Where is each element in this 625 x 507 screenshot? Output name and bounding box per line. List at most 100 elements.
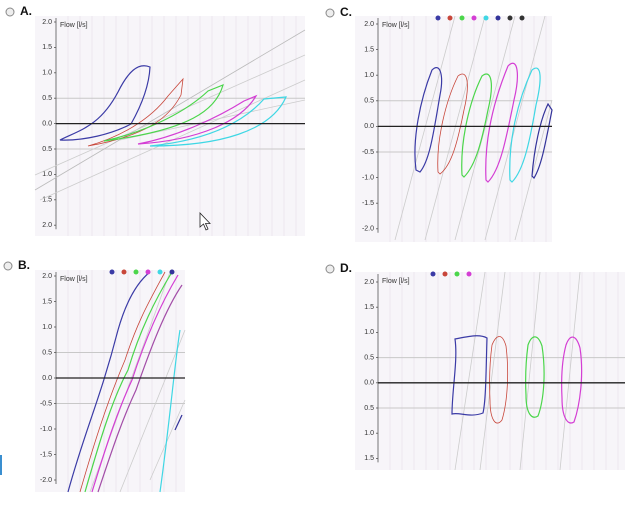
legend-dot [459,15,465,21]
predicted-line [559,271,581,471]
predicted-line [519,271,541,471]
y-tick-label: -1.5 [40,451,52,458]
y-tick-label: 1.0 [42,171,52,178]
legend-dot [507,15,513,21]
legend-dot [109,269,115,275]
legend-dot [145,269,151,275]
predicted-line [34,54,306,176]
flow-volume-loop [531,102,553,179]
flow-volume-loop [84,271,173,493]
legend-dot [121,269,127,275]
axis-label: Flow [l/s] [382,278,410,285]
predicted-line [514,99,553,241]
option-letter: A. [20,4,32,18]
legend-dot [454,271,460,277]
legend-dot [133,269,139,275]
option-letter: C. [340,5,352,19]
flow-volume-loop [461,73,492,178]
flow-volume-loop [414,67,443,173]
radio-button[interactable] [325,8,335,18]
predicted-line [454,15,516,241]
y-tick-label: 2.0 [42,222,52,229]
y-tick-label: 0.5 [42,95,52,102]
predicted-line [479,271,506,471]
axis-label: Flow [l/s] [60,276,88,283]
flow-volume-loop [525,336,545,418]
y-tick-label: 1.5 [42,197,52,204]
y-tick-label: 0.5 [42,146,52,153]
y-tick-label: 1.0 [364,329,374,336]
y-tick-label: -0.5 [40,400,52,407]
legend-dot [435,15,441,21]
y-tick-label: 1.0 [364,72,374,79]
flow-volume-loop [137,94,258,145]
predicted-line [484,15,546,241]
edge-marker [0,455,2,475]
y-tick-label: -1.0 [40,426,52,433]
y-tick-label: 2.0 [364,21,374,28]
y-tick-label: -2.0 [362,226,374,233]
flow-volume-loop [159,329,181,493]
legend-dot [483,15,489,21]
plot-background [35,16,305,236]
flow-volume-loop [59,65,151,141]
legend-dot [495,15,501,21]
option-4: D. 2.0 1.5 1.0 0.5 0.0 0.5 1.0 1.5 Flow [l/s] [325,261,625,471]
legend-dot [519,15,525,21]
y-tick-label: 0.5 [42,349,52,356]
y-tick-label: 0.5 [364,354,374,361]
predicted-line [149,399,186,481]
flow-volume-loop [103,83,224,142]
y-tick-label: 1.5 [364,46,374,53]
y-tick-label: 0.5 [364,98,374,105]
flow-volume-loop [451,335,488,416]
predicted-line [119,329,186,493]
y-tick-label: -1.5 [362,200,374,207]
y-tick-label: 1.5 [364,455,374,462]
y-tick-label: 0.0 [42,120,52,127]
predicted-line [394,15,456,241]
option-letter: B. [18,258,30,272]
legend-dot [157,269,163,275]
predicted-line [34,29,306,191]
option-letter: D. [340,261,352,275]
legend-dot [471,15,477,21]
y-tick-label: 2.0 [364,279,374,286]
option-2: B. 2.0 1.5 1.0 0.5 0.0 -0.5 -1.0 -1.5 -2.0 Flow [l… [3,258,186,493]
predicted-line [454,271,486,471]
flow-volume-loop [97,284,183,493]
y-tick-label: 0.0 [42,375,52,382]
option-1: A. 2.0 1.5 1.0 0.5 0.0 0.5 1.0 1.5 2.0 Flow [l/s] [5,4,306,236]
axis-label: Flow [l/s] [382,22,410,29]
flow-volume-loop [91,274,179,493]
y-tick-label: -2.0 [40,477,52,484]
radio-button[interactable] [325,264,335,274]
radio-button[interactable] [3,261,13,271]
radio-button[interactable] [5,7,15,17]
y-tick-label: 1.5 [42,298,52,305]
legend-dot [430,271,436,277]
predicted-line [79,271,166,493]
y-tick-label: 0.0 [364,123,374,130]
y-tick-label: 1.0 [364,430,374,437]
y-tick-label: 1.0 [42,70,52,77]
y-tick-label: 1.5 [364,304,374,311]
y-tick-label: 0.0 [364,380,374,387]
y-tick-label: -0.5 [362,149,374,156]
y-tick-label: 1.0 [42,324,52,331]
legend-dot [169,269,175,275]
y-tick-label: -1.0 [362,174,374,181]
legend-dot [466,271,472,277]
y-tick-label: 2.0 [42,273,52,280]
plot-background [355,16,552,242]
predicted-line [489,336,509,424]
flow-volume-loop [174,414,183,431]
predicted-line [87,77,184,147]
option-3: C. 2.0 1.5 1.0 0.5 0.0 -0.5 -1.0 -1.5 -2.0 Flow [l… [325,5,553,242]
legend-dot [447,15,453,21]
predicted-line [437,73,468,175]
flow-volume-loop [149,96,287,147]
y-tick-label: 0.5 [364,405,374,412]
axis-label: Flow [l/s] [60,22,88,29]
